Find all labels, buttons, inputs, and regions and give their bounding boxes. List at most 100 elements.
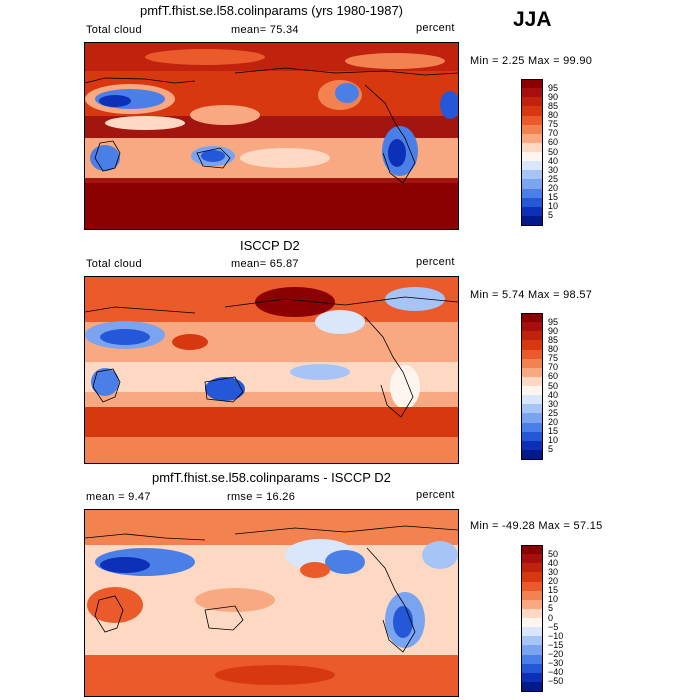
colorbar-level-label: 15 (548, 192, 559, 203)
colorbar-swatch (521, 395, 543, 405)
colorbar-swatch (521, 188, 543, 199)
colorbar-swatch (521, 124, 543, 135)
colorbar-level-label: −15 (548, 639, 564, 650)
colorbar-level-label: −50 (548, 676, 564, 687)
colorbar-swatch (521, 672, 543, 683)
colorbar-swatch (521, 422, 543, 433)
panel-1-title: pmfT.fhist.se.l58.colinparams (yrs 1980-… (140, 3, 404, 18)
colorbar-swatch (521, 636, 543, 646)
panel-1-mean-label: mean= 75.34 (231, 24, 299, 36)
colorbar-level-label: 40 (548, 557, 559, 568)
colorbar-level-label: 30 (548, 398, 559, 409)
colorbar-swatch (521, 79, 543, 89)
colorbar-swatch (521, 572, 543, 582)
colorbar-swatch (521, 358, 543, 369)
panel-3-colorbar: 50 40 30 20 15 10 5 0 −5 −10 −15 −20 −30 −40 −50 (521, 545, 581, 692)
colorbar-level-label: −20 (548, 649, 564, 659)
colorbar-swatch (521, 206, 543, 217)
colorbar-level-label: 30 (548, 566, 559, 577)
colorbar-level-label: −10 (548, 630, 564, 641)
colorbar-level-label: 75 (548, 353, 559, 364)
colorbar-level-label: 15 (548, 585, 559, 596)
panel-3-units-label: percent (416, 489, 455, 501)
colorbar-swatch (521, 440, 543, 451)
colorbar-swatch (521, 152, 543, 162)
colorbar-level-label: 20 (548, 417, 559, 427)
colorbar-swatch (521, 88, 543, 98)
colorbar-level-label: 90 (548, 325, 559, 336)
colorbar-level-label: 10 (548, 594, 559, 605)
panel-3-map-plot (85, 510, 458, 696)
colorbar-level-label: 50 (548, 380, 559, 391)
colorbar-swatch (521, 340, 543, 350)
colorbar-level-label: 15 (548, 426, 559, 437)
panel-1-units-label: percent (416, 22, 455, 34)
colorbar-level-label: 25 (548, 173, 559, 184)
colorbar-swatch (521, 590, 543, 601)
colorbar-level-label: 25 (548, 407, 559, 418)
colorbar-level-label: 40 (548, 155, 559, 166)
colorbar-level-label: 20 (548, 576, 559, 586)
colorbar-swatch (521, 608, 543, 619)
colorbar-swatch (521, 599, 543, 610)
colorbar-swatch (521, 170, 543, 180)
panel-3-map (84, 509, 459, 697)
colorbar-swatch (521, 627, 543, 637)
colorbar-swatch (521, 179, 543, 189)
colorbar-level-label: 30 (548, 164, 559, 175)
colorbar-swatch (521, 367, 543, 378)
panel-1-variable-label: Total cloud (86, 24, 142, 36)
colorbar-level-label: 60 (548, 371, 559, 382)
colorbar-level-label: 95 (548, 82, 559, 93)
colorbar-swatch (521, 349, 543, 360)
colorbar-level-label: 85 (548, 334, 559, 345)
colorbar-level-label: 20 (548, 183, 559, 193)
colorbar-swatch (521, 663, 543, 674)
colorbar-level-label: 90 (548, 91, 559, 102)
colorbar-swatch (521, 413, 543, 423)
colorbar-level-label: 10 (548, 201, 559, 212)
panel-3-minmax: Min = -49.28 Max = 57.15 (470, 520, 603, 532)
colorbar-level-label: 60 (548, 137, 559, 148)
colorbar-swatch (521, 197, 543, 208)
colorbar-level-label: 50 (548, 548, 559, 559)
colorbar-level-label: 80 (548, 344, 559, 354)
colorbar-swatch (521, 376, 543, 387)
colorbar-level-label: 70 (548, 128, 559, 139)
colorbar-swatch (521, 404, 543, 414)
colorbar-level-label: 50 (548, 146, 559, 157)
panel-3-rmse-label: rmse = 16.26 (227, 491, 296, 503)
colorbar-swatch (521, 545, 543, 555)
colorbar-swatch (521, 654, 543, 665)
panel-2-map-plot (85, 277, 458, 463)
panel-2-units-label: percent (416, 256, 455, 268)
colorbar-swatch (521, 681, 543, 692)
panel-1-map-plot (85, 43, 458, 229)
colorbar-swatch (521, 431, 543, 442)
colorbar-level-label: −40 (548, 667, 564, 678)
colorbar-level-label: 70 (548, 362, 559, 373)
colorbar-swatch (521, 618, 543, 628)
colorbar-swatch (521, 322, 543, 332)
panel-3-mean-label: mean = 9.47 (86, 491, 151, 503)
colorbar-swatch (521, 313, 543, 323)
colorbar-swatch (521, 215, 543, 226)
panel-1-map (84, 42, 459, 230)
colorbar-level-label: 10 (548, 435, 559, 446)
colorbar-swatch (521, 115, 543, 126)
panel-2-title: ISCCP D2 (240, 238, 300, 253)
colorbar-swatch (521, 645, 543, 655)
colorbar-swatch (521, 386, 543, 396)
panel-3-title: pmfT.fhist.se.l58.colinparams - ISCCP D2 (152, 470, 391, 485)
colorbar-swatch (521, 142, 543, 153)
colorbar-level-label: 0 (548, 612, 554, 623)
colorbar-swatch (521, 581, 543, 592)
panel-1-colorbar: 95 90 85 80 75 70 60 50 40 30 25 20 15 10 5 (521, 79, 581, 226)
panel-2-variable-label: Total cloud (86, 258, 142, 270)
colorbar-level-label: −5 (548, 621, 559, 632)
colorbar-level-label: 5 (548, 603, 554, 614)
panel-2-minmax: Min = 5.74 Max = 98.57 (470, 289, 593, 301)
colorbar-level-label: 80 (548, 110, 559, 120)
colorbar-level-label: 85 (548, 100, 559, 111)
colorbar-swatch (521, 133, 543, 144)
